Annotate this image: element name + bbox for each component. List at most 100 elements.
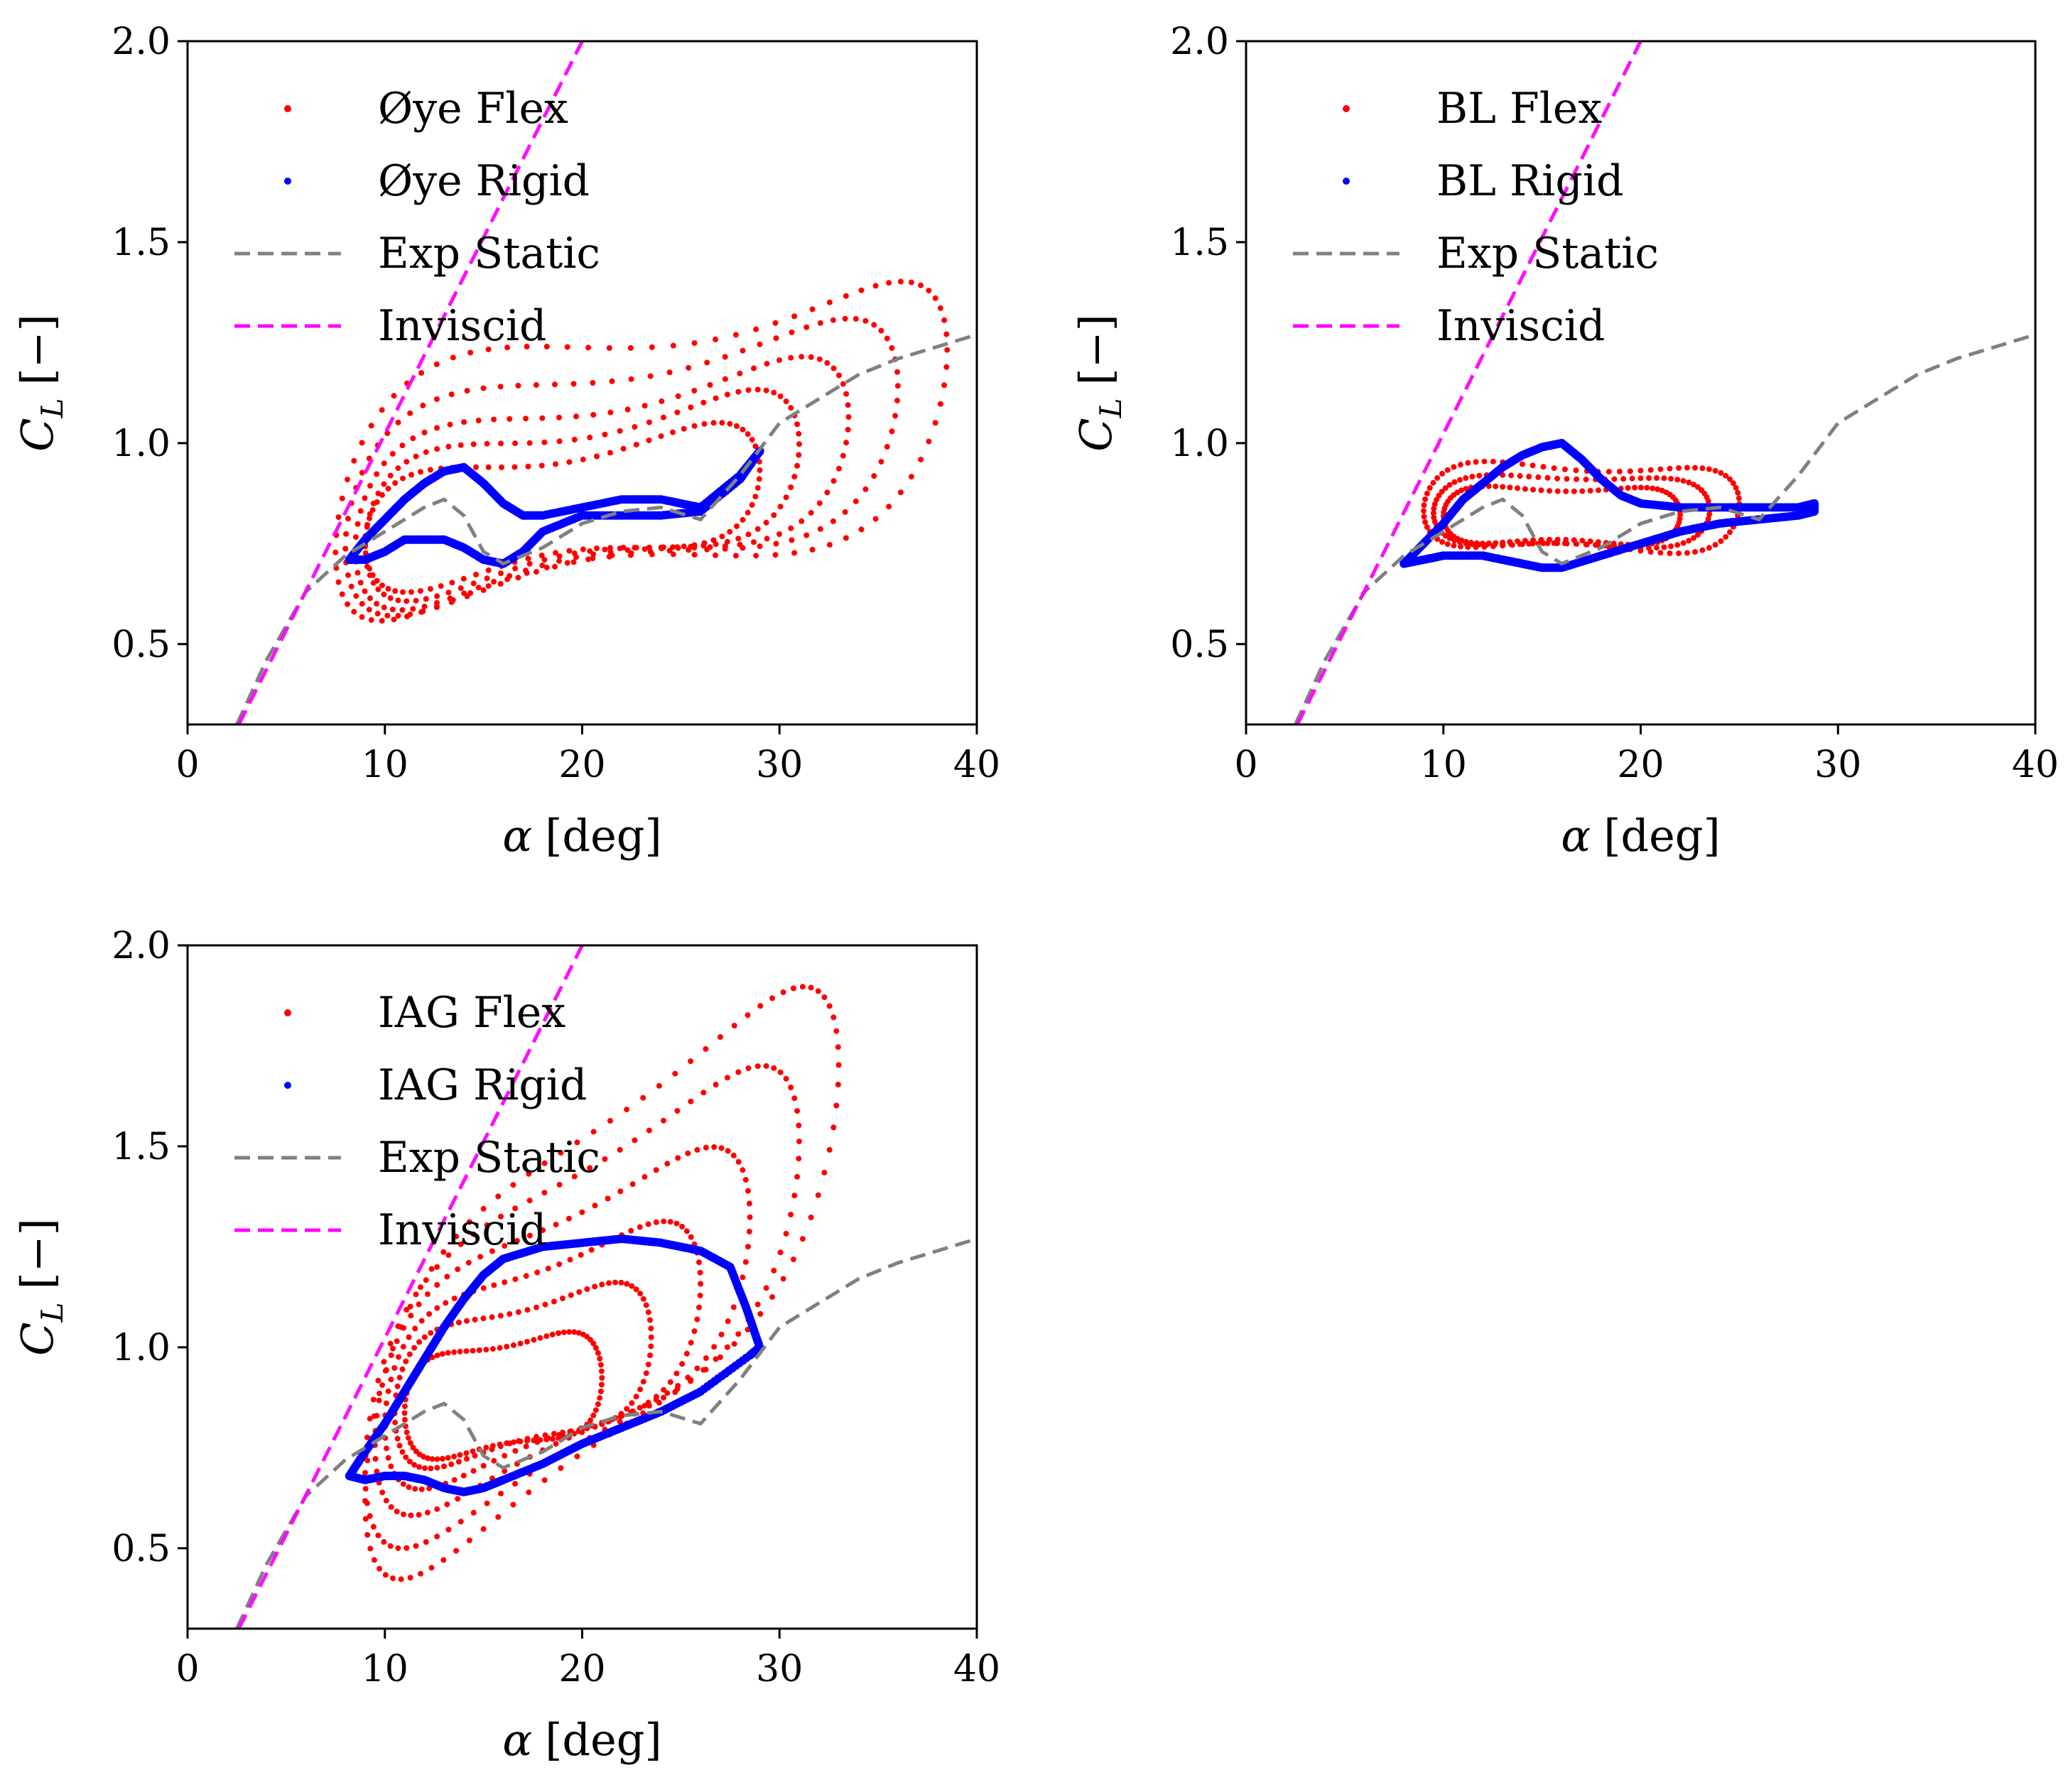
data-point xyxy=(862,486,869,492)
series-line xyxy=(235,332,977,724)
legend-label: BL Rigid xyxy=(1436,156,1623,206)
data-point xyxy=(552,381,558,388)
data-point xyxy=(637,1224,643,1230)
data-point xyxy=(595,1401,601,1407)
data-point xyxy=(374,601,380,607)
data-point xyxy=(473,571,479,577)
data-point xyxy=(771,512,777,518)
data-point xyxy=(1430,510,1436,516)
data-point xyxy=(679,1224,686,1229)
data-point xyxy=(1650,485,1656,492)
data-point xyxy=(754,1063,761,1070)
data-point xyxy=(407,410,413,416)
data-point xyxy=(598,1368,605,1374)
data-point xyxy=(364,524,370,530)
data-point xyxy=(783,398,789,405)
data-point xyxy=(427,586,433,592)
data-point xyxy=(497,1313,504,1319)
data-point xyxy=(1538,537,1544,543)
data-point xyxy=(790,985,796,992)
data-point xyxy=(599,1281,605,1288)
data-point xyxy=(617,1188,624,1195)
data-point xyxy=(480,1285,487,1291)
data-point xyxy=(694,1316,700,1323)
data-point xyxy=(713,552,718,558)
data-point xyxy=(1421,508,1427,514)
data-point xyxy=(679,1361,686,1367)
data-point xyxy=(836,465,842,472)
data-point xyxy=(1430,479,1436,486)
data-point xyxy=(1699,465,1706,472)
data-point xyxy=(833,1102,840,1109)
data-point xyxy=(498,1213,504,1220)
data-point xyxy=(497,1441,503,1448)
data-point xyxy=(543,1333,550,1340)
data-point xyxy=(498,440,504,447)
data-point xyxy=(803,532,810,538)
data-point xyxy=(395,465,401,472)
data-point xyxy=(788,525,794,531)
data-point xyxy=(808,354,814,360)
data-point xyxy=(392,480,399,487)
data-point xyxy=(1563,536,1569,543)
data-point xyxy=(1439,470,1445,477)
y-tick-label: 2.0 xyxy=(112,21,170,63)
data-point xyxy=(345,477,350,483)
data-point xyxy=(777,393,784,399)
data-point xyxy=(830,1124,837,1131)
data-point xyxy=(754,526,761,532)
data-point xyxy=(688,1058,694,1065)
data-point xyxy=(473,464,479,470)
data-point xyxy=(740,1167,746,1173)
data-point xyxy=(1655,486,1661,492)
data-point xyxy=(434,599,440,606)
legend: Øye Flex Øye Rigid Exp Static Inviscid xyxy=(234,84,600,351)
data-point xyxy=(649,344,655,350)
data-point xyxy=(1473,540,1480,546)
data-point xyxy=(404,1545,410,1551)
data-point xyxy=(830,365,837,371)
data-point xyxy=(407,612,413,617)
data-point xyxy=(886,280,892,286)
data-point xyxy=(592,1407,599,1413)
data-point xyxy=(387,1543,394,1549)
data-point xyxy=(381,481,387,487)
data-point xyxy=(809,306,816,313)
data-point xyxy=(571,1329,578,1335)
data-point xyxy=(531,1337,537,1343)
data-point xyxy=(533,569,539,575)
data-point xyxy=(377,1390,383,1396)
data-point xyxy=(749,501,755,508)
data-point xyxy=(420,402,426,408)
data-point xyxy=(769,1294,775,1300)
data-point xyxy=(388,1352,394,1359)
data-point xyxy=(531,1437,537,1443)
data-point xyxy=(816,356,823,362)
legend-swatch-marker xyxy=(284,1082,291,1089)
data-point xyxy=(385,485,391,492)
data-point xyxy=(691,423,698,429)
data-point xyxy=(428,1330,434,1336)
data-point xyxy=(440,1249,447,1255)
data-point xyxy=(1508,472,1515,479)
data-point xyxy=(794,462,801,469)
data-point xyxy=(450,354,456,361)
data-point xyxy=(526,1489,532,1496)
data-point xyxy=(408,1313,414,1319)
x-tick-label: 0 xyxy=(175,744,199,786)
data-point xyxy=(710,537,717,543)
y-tick-label: 1.5 xyxy=(1170,222,1229,264)
data-point xyxy=(597,1355,603,1362)
data-point xyxy=(404,598,410,604)
data-point xyxy=(423,596,429,602)
data-point xyxy=(434,425,440,431)
data-point xyxy=(830,317,836,323)
data-point xyxy=(627,344,634,351)
data-point xyxy=(862,317,869,324)
data-point xyxy=(780,989,786,995)
data-point xyxy=(412,1325,418,1332)
data-point xyxy=(458,1241,464,1247)
data-point xyxy=(633,545,639,550)
data-point xyxy=(489,1443,496,1449)
data-point xyxy=(1686,479,1692,486)
